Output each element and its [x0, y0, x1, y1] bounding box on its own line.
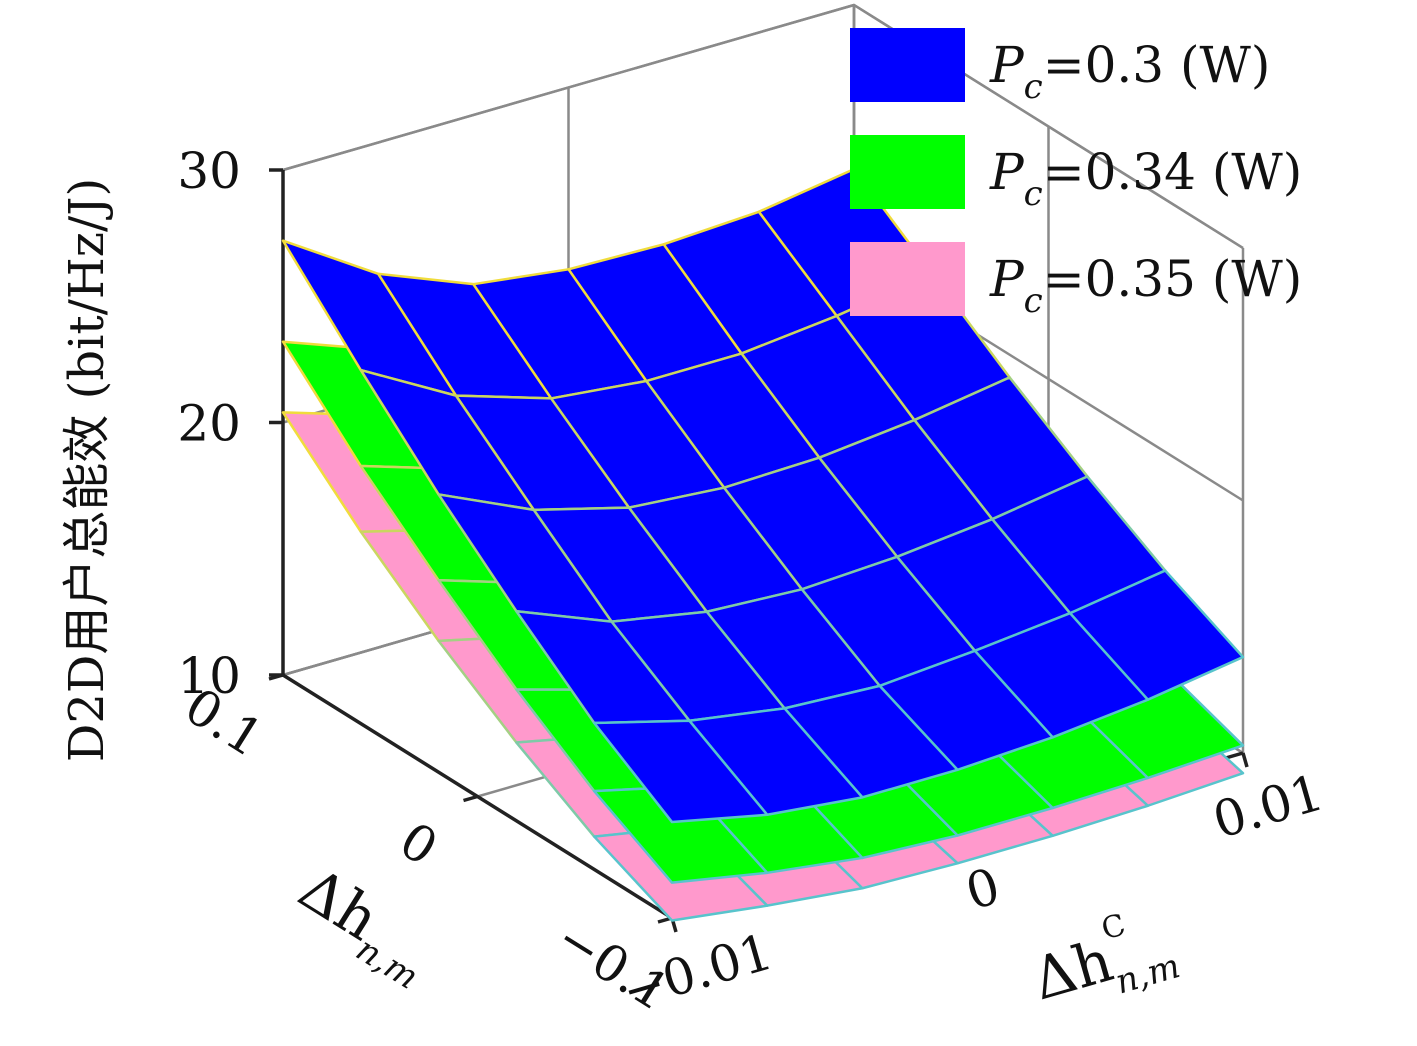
z-tick-label: 30 — [177, 142, 241, 200]
legend-swatch — [850, 242, 965, 316]
surfaces — [281, 167, 1245, 922]
y-axis-label: ΔhCn,m — [1022, 896, 1185, 1024]
legend-swatch — [850, 28, 965, 102]
legend-symbol: P — [989, 250, 1025, 308]
legend-text: =0.34 (W) — [1043, 143, 1303, 201]
surface-patch — [592, 719, 769, 824]
legend-swatch — [850, 135, 965, 209]
z-tick-label: 10 — [177, 647, 241, 705]
x-tick-label: 0 — [390, 811, 448, 877]
legend-subscript: c — [1024, 174, 1043, 214]
surface-p-c-0-3-w- — [281, 167, 1245, 824]
legend-subscript: c — [1024, 67, 1043, 107]
y-tick-label: 0 — [960, 857, 1007, 922]
y-tick-label: −0.01 — [616, 923, 779, 1021]
legend-label: Pc=0.34 (W) — [989, 143, 1302, 214]
legend-text: =0.35 (W) — [1043, 250, 1303, 308]
legend-subscript: c — [1024, 281, 1043, 321]
legend-symbol: P — [989, 36, 1025, 94]
legend-label: Pc=0.35 (W) — [989, 250, 1302, 321]
x-tick — [463, 794, 478, 803]
z-axis-label: D2D用户总能效 (bit/Hz/J) — [59, 178, 115, 762]
y-axis-label-sub: n,m — [1111, 946, 1184, 1002]
legend-label: Pc=0.3 (W) — [989, 36, 1270, 107]
legend-text: =0.3 (W) — [1043, 36, 1271, 94]
wall-hgrid — [282, 3, 1244, 250]
z-tick-label: 20 — [177, 395, 241, 453]
legend: Pc=0.3 (W)Pc=0.34 (W)Pc=0.35 (W) — [850, 28, 1302, 321]
legend-symbol: P — [989, 143, 1025, 201]
x-axis-label: Δhn,m — [282, 854, 446, 997]
y-tick — [1241, 752, 1249, 768]
x-tick — [268, 673, 284, 681]
